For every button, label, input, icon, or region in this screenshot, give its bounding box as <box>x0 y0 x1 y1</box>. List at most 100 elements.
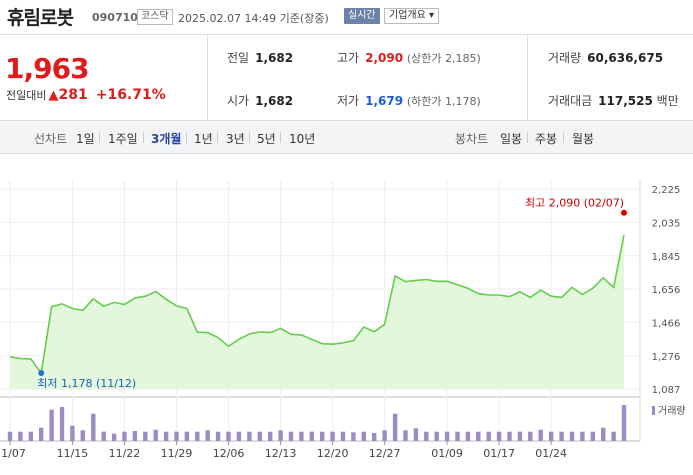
toolbar-separator <box>527 132 528 143</box>
volume-bar <box>143 431 148 441</box>
x-tick-label: 11/29 <box>161 447 193 460</box>
max-label: 최고 2,090 (02/07) <box>525 197 624 210</box>
change-percent: +16.71% <box>95 87 166 103</box>
range-5y[interactable]: 5년 <box>257 132 276 146</box>
volume-bar <box>184 431 190 441</box>
volume-bar <box>59 407 65 441</box>
x-tick-label: 12/06 <box>213 447 245 460</box>
range-1d[interactable]: 1일 <box>76 132 95 146</box>
volume-bar <box>621 405 627 441</box>
prev-close-value: 1,682 <box>255 51 294 65</box>
amount-cell: 거래대금 117,525 백만 <box>548 92 679 109</box>
volume-bar <box>382 430 387 441</box>
company-overview-dropdown[interactable]: 기업개요 ▾ <box>384 8 439 24</box>
max-marker <box>621 209 627 216</box>
low-cell: 저가 1,679 (하한가 1,178) <box>337 92 481 109</box>
volume-bar <box>80 430 85 441</box>
volume-bar <box>101 431 106 441</box>
volume-bar <box>132 431 138 441</box>
volume-bar <box>28 431 33 441</box>
up-triangle-icon: ▲ <box>48 88 59 103</box>
high-cell: 고가 2,090 (상한가 2,185) <box>337 49 481 66</box>
candle-monthly[interactable]: 월봉 <box>572 132 595 146</box>
x-tick-label: 12/27 <box>369 447 401 460</box>
range-10y[interactable]: 10년 <box>289 132 316 146</box>
volume-bar <box>569 431 575 441</box>
price-area <box>10 235 624 389</box>
market-badge: 코스닥 <box>137 9 173 25</box>
volume-bar <box>153 429 158 441</box>
volume-bar <box>330 431 335 441</box>
volume-bar <box>215 431 221 441</box>
volume-bar <box>49 409 54 441</box>
prev-close-label: 전일 <box>227 51 250 65</box>
volume-bar <box>320 431 325 441</box>
volume-label: 거래량 <box>548 51 582 65</box>
stock-header: 휴림로봇 090710 코스닥 2025.02.07 14:49 기준(장중) … <box>0 0 693 35</box>
volume-bar <box>299 431 304 441</box>
min-marker <box>38 370 45 377</box>
y-tick-label: 1,656 <box>652 285 681 296</box>
volume-bar <box>205 430 210 441</box>
volume-bar <box>486 431 491 441</box>
volume-bar <box>70 425 75 441</box>
volume-legend: 거래량 <box>658 405 686 417</box>
y-tick-label: 2,225 <box>652 185 681 196</box>
volume-bar <box>403 430 408 441</box>
change-label: 전일대비 <box>6 89 47 102</box>
volume-bar <box>18 431 23 441</box>
range-1w[interactable]: 1주일 <box>108 132 138 146</box>
range-3m[interactable]: 3개월 <box>151 132 182 146</box>
volume-bar <box>601 427 606 441</box>
volume-bar <box>392 413 398 441</box>
y-axis: 2,225 2,035 1,845 1,656 1,466 1,276 1,087 <box>652 185 681 396</box>
summary-divider <box>527 35 528 120</box>
volume-bar <box>507 431 512 441</box>
volume-bar <box>580 431 585 441</box>
volume-bar <box>590 431 595 441</box>
change-value: 281 <box>58 87 88 103</box>
high-value: 2,090 <box>365 51 404 65</box>
volume-bar <box>455 431 460 441</box>
range-1y[interactable]: 1년 <box>194 132 213 146</box>
volume-bar <box>195 431 200 441</box>
candle-chart-label: 봉차트 <box>455 132 489 146</box>
candle-daily[interactable]: 일봉 <box>500 132 523 146</box>
volume-bar <box>424 431 429 441</box>
toolbar-separator <box>143 132 144 143</box>
x-tick-label: 01/09 <box>431 447 463 460</box>
volume-bar <box>247 431 252 441</box>
range-3y[interactable]: 3년 <box>226 132 245 146</box>
stock-name: 휴림로봇 <box>7 7 74 29</box>
toolbar-separator <box>249 132 250 143</box>
volume-bar <box>538 429 543 441</box>
volume-bar <box>39 427 44 441</box>
volume-legend-swatch <box>652 406 655 415</box>
prev-close-cell: 전일 1,682 <box>227 49 293 66</box>
open-label: 시가 <box>227 94 250 108</box>
x-tick-label: 11/15 <box>57 447 89 460</box>
candle-weekly[interactable]: 주봉 <box>535 132 558 146</box>
volume-bar <box>361 431 366 441</box>
volume-bar <box>340 431 346 441</box>
x-tick-label: 11/22 <box>109 447 141 460</box>
volume-bar <box>517 431 523 441</box>
low-value: 1,679 <box>365 94 404 108</box>
volume-bar <box>226 431 231 441</box>
chart-toolbar: 선차트 1일 1주일 3개월 1년 3년 5년 10년 봉차트 일봉 주봉 월봉 <box>0 121 693 154</box>
toolbar-separator <box>280 132 281 143</box>
volume-bar <box>496 431 502 441</box>
volume-bar <box>288 431 294 441</box>
realtime-button[interactable]: 실시간 <box>344 8 380 24</box>
stock-code: 090710 <box>92 11 138 24</box>
volume-bar <box>476 431 481 441</box>
current-price: 1,963 <box>5 52 90 85</box>
y-tick-label: 1,276 <box>652 352 681 363</box>
x-tick-label: 11/07 <box>0 447 26 460</box>
price-summary: 1,963 전일대비 ▲281 +16.71% 전일 1,682 시가 1,682 고가… <box>0 35 693 121</box>
volume-bar <box>559 431 564 441</box>
volume-bar <box>413 428 419 441</box>
volume-bar <box>372 433 377 441</box>
price-line <box>9 234 625 376</box>
